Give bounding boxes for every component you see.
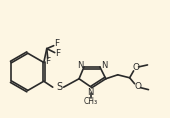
Text: O: O bbox=[132, 63, 139, 72]
Text: N: N bbox=[87, 88, 93, 97]
Text: N: N bbox=[77, 61, 83, 70]
Text: N: N bbox=[101, 61, 107, 70]
Text: F: F bbox=[55, 49, 60, 58]
Text: F: F bbox=[45, 57, 50, 66]
Text: CH₃: CH₃ bbox=[84, 97, 98, 106]
Text: F: F bbox=[54, 39, 59, 48]
Text: S: S bbox=[57, 82, 63, 92]
Text: O: O bbox=[134, 82, 141, 91]
